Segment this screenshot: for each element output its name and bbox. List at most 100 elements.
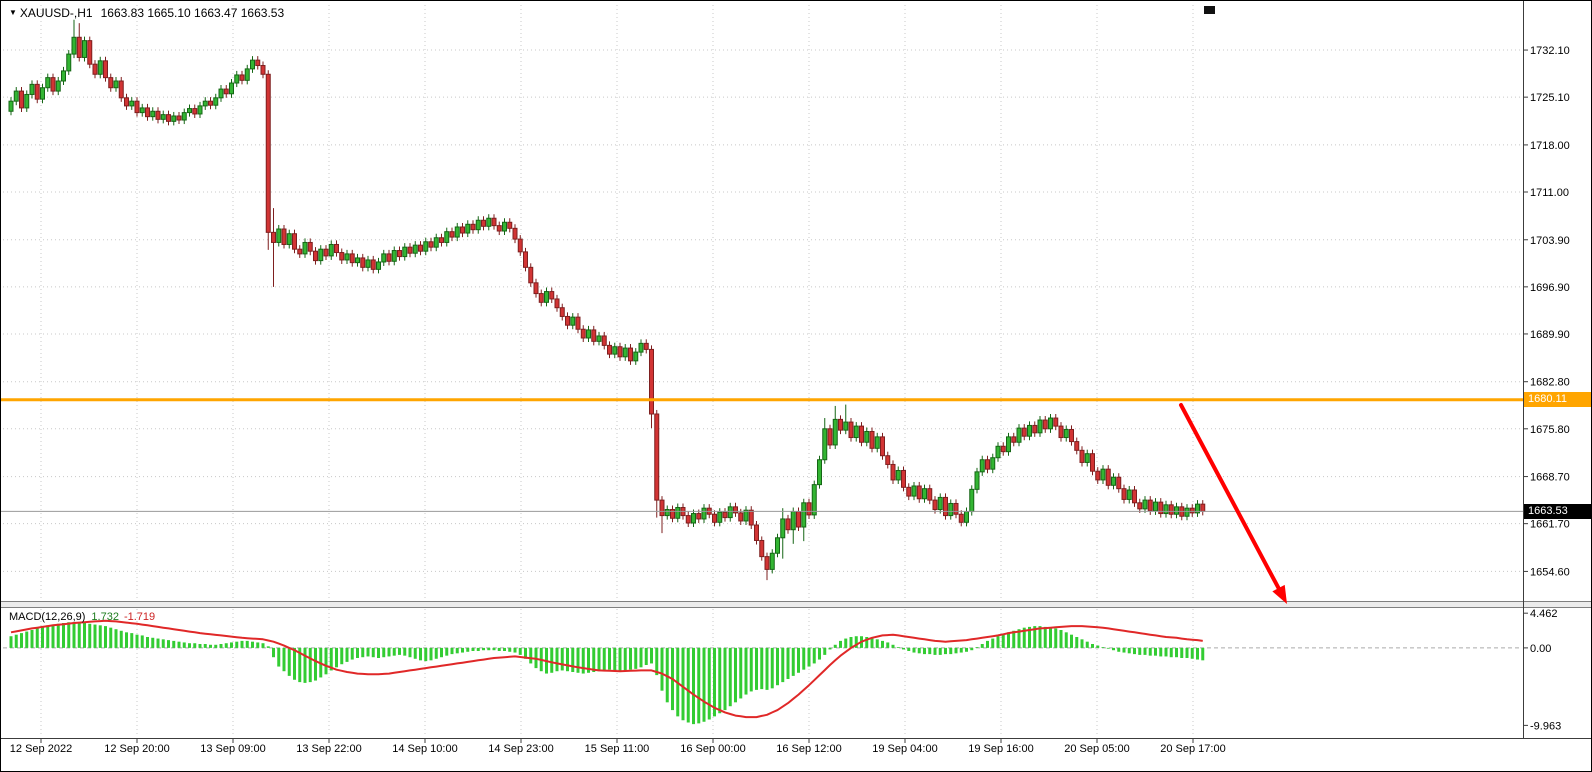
time-axis[interactable]: 12 Sep 2022 12 Sep 20:00 13 Sep 09:00 13 Se…: [1, 738, 1592, 755]
candle-body: [953, 502, 959, 515]
candle-body: [82, 40, 87, 58]
candle-body: [1163, 504, 1169, 515]
candle-body: [1074, 441, 1080, 451]
candle-body: [344, 253, 350, 261]
candle-body: [255, 59, 261, 67]
candle-body: [958, 513, 964, 523]
candle-body: [565, 315, 570, 326]
candle-body: [223, 88, 229, 95]
candle-body: [738, 512, 744, 522]
candle-body: [376, 261, 381, 270]
candle-body: [192, 108, 198, 115]
time-tick-label: 16 Sep 12:00: [776, 743, 841, 755]
candle-body: [1042, 419, 1048, 430]
candle-body: [685, 515, 691, 524]
candle-body: [386, 253, 392, 262]
candle-body: [1095, 470, 1101, 481]
candle-body: [1016, 427, 1022, 443]
candle-body: [911, 485, 917, 497]
price-axis[interactable]: 1732.10 1725.10 1718.00 1711.00 1703.90 1696.…: [1523, 1, 1570, 738]
candle-body: [423, 241, 429, 252]
candle-body: [218, 88, 224, 99]
candle-body: [19, 90, 24, 109]
candle-body: [838, 418, 843, 431]
candle-body: [124, 97, 129, 107]
candle-body: [323, 248, 329, 257]
candle-body: [8, 100, 14, 112]
candle-body: [743, 509, 749, 522]
price-tick-label: 1725.10: [1530, 92, 1570, 104]
candle-body: [979, 459, 985, 473]
candle-body: [129, 100, 135, 107]
chart-shift-marker[interactable]: [1204, 6, 1215, 14]
time-tick-label: 13 Sep 09:00: [200, 743, 265, 755]
candle-body: [402, 246, 408, 258]
candle-body: [507, 221, 513, 229]
candle-body: [1158, 501, 1164, 515]
candle-body: [995, 445, 1001, 459]
candle-body: [974, 471, 980, 490]
time-tick-label: 12 Sep 2022: [10, 743, 72, 755]
candle-body: [985, 459, 990, 470]
candle-body: [1063, 428, 1069, 439]
candle-body: [50, 77, 56, 92]
candle-body: [328, 243, 334, 257]
candle-body: [496, 225, 502, 232]
candle-body: [964, 511, 969, 523]
candle-body: [1147, 499, 1153, 512]
macd-signal-line: [10, 619, 1203, 719]
candle-body: [848, 421, 854, 439]
candle-body: [1137, 502, 1143, 510]
candle-body: [439, 237, 444, 243]
candle-body: [297, 248, 303, 255]
candle-body: [937, 496, 943, 511]
time-tick-label: 14 Sep 23:00: [488, 743, 553, 755]
candle-body: [103, 60, 108, 79]
candle-body: [24, 93, 30, 109]
candle-body: [108, 77, 114, 89]
candle-body: [13, 90, 19, 102]
candle-body: [234, 74, 240, 84]
candle-body: [559, 307, 565, 317]
candlestick-series: [8, 19, 1206, 581]
candle-body: [901, 470, 906, 488]
candle-body: [586, 329, 591, 339]
candle-body: [969, 488, 975, 513]
candle-body: [213, 97, 219, 106]
candle-body: [265, 73, 271, 233]
candle-body: [628, 347, 633, 362]
candle-body: [1142, 499, 1148, 510]
candle-body: [1195, 503, 1200, 514]
macd-tick-label: -9.963: [1530, 720, 1561, 732]
candle-body: [701, 507, 707, 520]
candle-body: [759, 539, 765, 558]
candle-body: [381, 253, 387, 263]
symbol-dropdown-icon[interactable]: ▼: [9, 8, 17, 17]
candle-body: [449, 231, 455, 238]
time-tick-label: 20 Sep 17:00: [1160, 743, 1225, 755]
candle-body: [1132, 489, 1137, 504]
pane-separator[interactable]: [1, 601, 1592, 608]
candle-body: [654, 413, 660, 501]
candle-body: [801, 502, 807, 528]
candle-body: [1027, 424, 1032, 437]
candle-body: [748, 509, 754, 526]
candle-body: [1105, 468, 1111, 486]
candle-body: [166, 114, 171, 122]
trend-arrow[interactable]: [1179, 403, 1287, 604]
candle-body: [1174, 506, 1179, 515]
candle-body: [1121, 488, 1127, 500]
candle-body: [365, 259, 371, 268]
candle-body: [727, 506, 733, 519]
candle-body: [1200, 503, 1206, 512]
candle-body: [596, 335, 602, 342]
candle-body: [150, 110, 156, 118]
time-tick-label: 16 Sep 00:00: [680, 743, 745, 755]
candle-body: [433, 237, 439, 248]
candle-body: [528, 266, 534, 284]
candle-body: [349, 253, 355, 264]
candle-body: [880, 436, 885, 457]
candle-body: [202, 100, 208, 107]
